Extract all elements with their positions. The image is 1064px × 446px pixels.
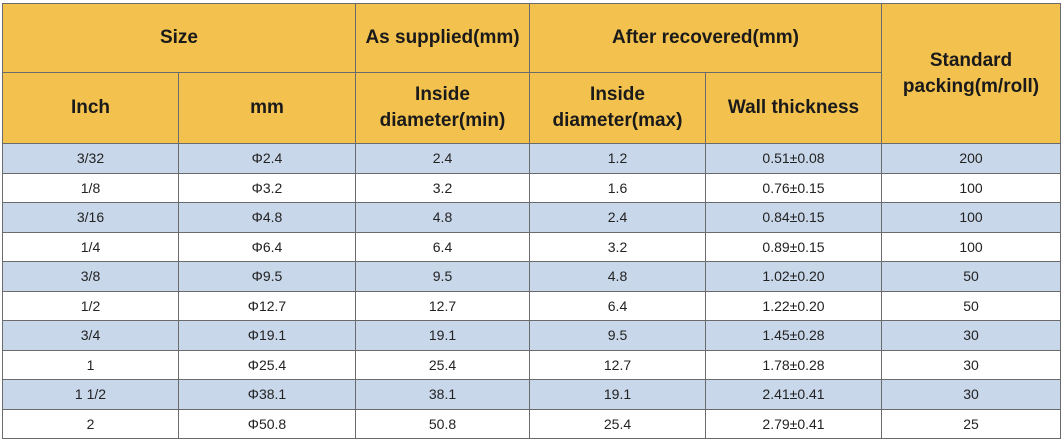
- header-inside-diameter-max: Inside diameter(max): [529, 72, 706, 144]
- cell-inch: 3/32: [2, 143, 179, 174]
- cell-standard-packing: 50: [881, 290, 1061, 321]
- cell-wall-thickness: 2.79±0.41: [705, 408, 882, 439]
- table-header: Size As supplied(mm) After recovered(mm)…: [2, 3, 1061, 144]
- cell-standard-packing: 200: [881, 143, 1061, 174]
- cell-inch: 3/16: [2, 202, 179, 233]
- cell-wall-thickness: 1.02±0.20: [705, 261, 882, 292]
- cell-inside-diameter-min: 2.4: [355, 143, 530, 174]
- cell-mm: Φ3.2: [178, 172, 356, 203]
- cell-inside-diameter-min: 9.5: [355, 261, 530, 292]
- cell-inside-diameter-max: 12.7: [529, 349, 706, 380]
- cell-inch: 3/8: [2, 261, 179, 292]
- cell-standard-packing: 25: [881, 408, 1061, 439]
- cell-inch: 3/4: [2, 320, 179, 351]
- cell-mm: Φ25.4: [178, 349, 356, 380]
- cell-inside-diameter-min: 6.4: [355, 231, 530, 262]
- cell-wall-thickness: 0.76±0.15: [705, 172, 882, 203]
- table-row: 2 Φ50.8 50.8 25.4 2.79±0.41 25: [2, 408, 1061, 439]
- cell-inside-diameter-max: 6.4: [529, 290, 706, 321]
- cell-wall-thickness: 0.89±0.15: [705, 231, 882, 262]
- table-row: 3/16 Φ4.8 4.8 2.4 0.84±0.15 100: [2, 202, 1061, 233]
- cell-inch: 1: [2, 349, 179, 380]
- cell-standard-packing: 30: [881, 379, 1061, 410]
- cell-mm: Φ4.8: [178, 202, 356, 233]
- header-size: Size: [2, 3, 356, 73]
- table-row: 3/8 Φ9.5 9.5 4.8 1.02±0.20 50: [2, 261, 1061, 292]
- cell-inch: 2: [2, 408, 179, 439]
- header-as-supplied: As supplied(mm): [355, 3, 530, 73]
- spec-table: Size As supplied(mm) After recovered(mm)…: [2, 3, 1061, 439]
- cell-mm: Φ12.7: [178, 290, 356, 321]
- cell-inside-diameter-max: 19.1: [529, 379, 706, 410]
- cell-inside-diameter-min: 3.2: [355, 172, 530, 203]
- cell-wall-thickness: 1.78±0.28: [705, 349, 882, 380]
- cell-inside-diameter-max: 1.2: [529, 143, 706, 174]
- header-standard-packing: Standard packing(m/roll): [881, 3, 1061, 144]
- cell-inch: 1/2: [2, 290, 179, 321]
- header-after-recovered: After recovered(mm): [529, 3, 882, 73]
- cell-wall-thickness: 1.45±0.28: [705, 320, 882, 351]
- cell-mm: Φ50.8: [178, 408, 356, 439]
- cell-mm: Φ19.1: [178, 320, 356, 351]
- header-row-top: Size As supplied(mm) After recovered(mm)…: [2, 3, 1061, 144]
- cell-mm: Φ6.4: [178, 231, 356, 262]
- cell-mm: Φ2.4: [178, 143, 356, 174]
- cell-inch: 1/8: [2, 172, 179, 203]
- cell-standard-packing: 30: [881, 349, 1061, 380]
- table-row: 1 1/2 Φ38.1 38.1 19.1 2.41±0.41 30: [2, 379, 1061, 410]
- header-wall-thickness: Wall thickness: [705, 72, 882, 144]
- cell-inside-diameter-min: 38.1: [355, 379, 530, 410]
- cell-inside-diameter-min: 19.1: [355, 320, 530, 351]
- cell-inside-diameter-min: 12.7: [355, 290, 530, 321]
- cell-inside-diameter-min: 25.4: [355, 349, 530, 380]
- cell-inside-diameter-max: 1.6: [529, 172, 706, 203]
- cell-wall-thickness: 1.22±0.20: [705, 290, 882, 321]
- table-row: 1/2 Φ12.7 12.7 6.4 1.22±0.20 50: [2, 290, 1061, 321]
- cell-standard-packing: 30: [881, 320, 1061, 351]
- cell-inside-diameter-min: 50.8: [355, 408, 530, 439]
- cell-inch: 1 1/2: [2, 379, 179, 410]
- cell-inside-diameter-max: 25.4: [529, 408, 706, 439]
- cell-mm: Φ38.1: [178, 379, 356, 410]
- cell-inside-diameter-min: 4.8: [355, 202, 530, 233]
- table-row: 3/4 Φ19.1 19.1 9.5 1.45±0.28 30: [2, 320, 1061, 351]
- cell-standard-packing: 100: [881, 231, 1061, 262]
- cell-standard-packing: 100: [881, 202, 1061, 233]
- table-row: 3/32 Φ2.4 2.4 1.2 0.51±0.08 200: [2, 143, 1061, 174]
- header-inside-diameter-min: Inside diameter(min): [355, 72, 530, 144]
- cell-standard-packing: 100: [881, 172, 1061, 203]
- cell-standard-packing: 50: [881, 261, 1061, 292]
- header-mm: mm: [178, 72, 356, 144]
- cell-inside-diameter-max: 2.4: [529, 202, 706, 233]
- table-row: 1 Φ25.4 25.4 12.7 1.78±0.28 30: [2, 349, 1061, 380]
- cell-inside-diameter-max: 3.2: [529, 231, 706, 262]
- cell-wall-thickness: 2.41±0.41: [705, 379, 882, 410]
- header-inch: Inch: [2, 72, 179, 144]
- table-body: 3/32 Φ2.4 2.4 1.2 0.51±0.08 200 1/8 Φ3.2 3.2 1.6 0…: [2, 143, 1061, 439]
- cell-wall-thickness: 0.51±0.08: [705, 143, 882, 174]
- cell-mm: Φ9.5: [178, 261, 356, 292]
- cell-inch: 1/4: [2, 231, 179, 262]
- table-row: 1/4 Φ6.4 6.4 3.2 0.89±0.15 100: [2, 231, 1061, 262]
- cell-inside-diameter-max: 9.5: [529, 320, 706, 351]
- table-row: 1/8 Φ3.2 3.2 1.6 0.76±0.15 100: [2, 172, 1061, 203]
- header-row-sub: Inch mm Inside diameter(min) Inside diam…: [2, 72, 1061, 144]
- cell-inside-diameter-max: 4.8: [529, 261, 706, 292]
- cell-wall-thickness: 0.84±0.15: [705, 202, 882, 233]
